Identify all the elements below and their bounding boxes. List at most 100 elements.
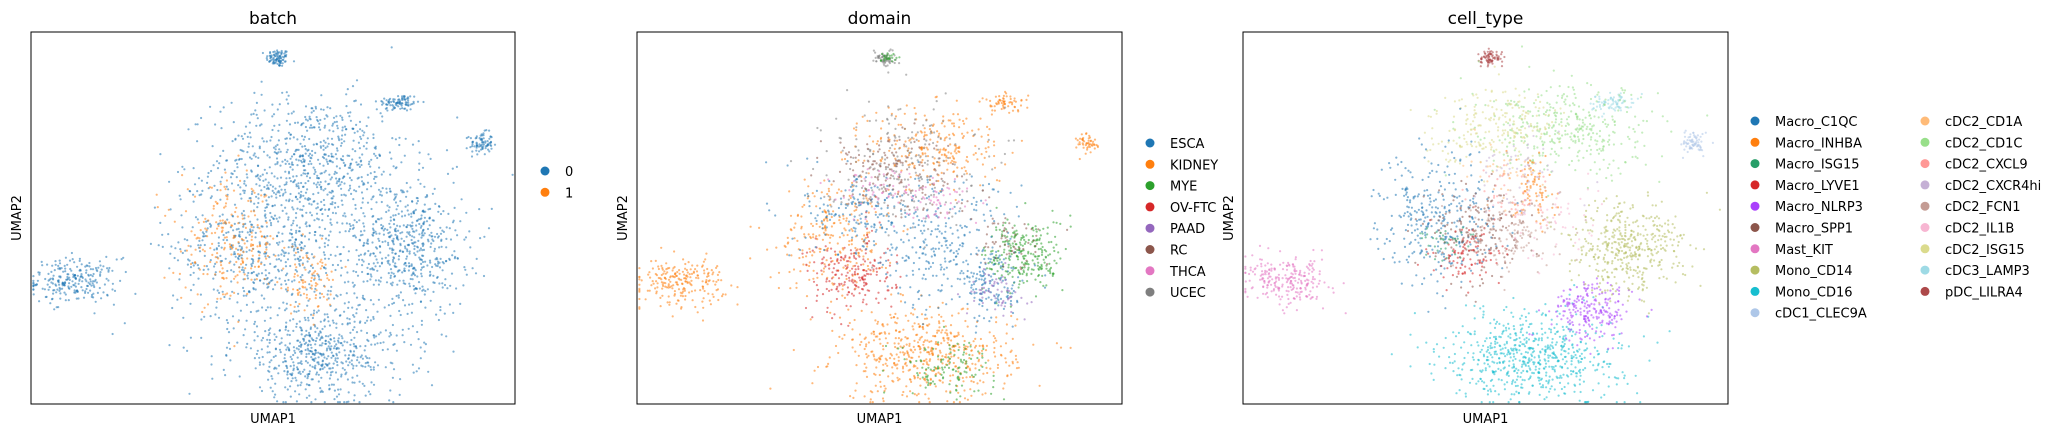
point-KIDNEY	[811, 224, 815, 228]
point-ESCA	[774, 214, 777, 217]
point-0	[328, 384, 331, 387]
point-0	[482, 137, 485, 140]
point-0	[406, 204, 409, 207]
point-KIDNEY	[789, 287, 792, 290]
point-KIDNEY	[1089, 140, 1092, 143]
point-KIDNEY	[792, 348, 795, 352]
point-0	[305, 353, 308, 356]
point-KIDNEY	[879, 137, 882, 140]
point-0	[285, 177, 288, 180]
point-ESCA	[893, 229, 896, 233]
point-0	[304, 182, 307, 185]
point-0	[464, 268, 467, 271]
point-0	[445, 226, 448, 229]
point-0	[408, 252, 411, 255]
point-0	[293, 247, 296, 250]
point-0	[316, 202, 319, 205]
point-0	[374, 154, 377, 157]
point-0	[331, 190, 334, 193]
point-KIDNEY	[919, 351, 922, 354]
point-1	[311, 263, 314, 266]
point-OV-FTC	[840, 282, 843, 285]
point-0	[248, 156, 252, 159]
point-0	[328, 160, 331, 163]
point-MYE	[883, 391, 886, 394]
point-0	[411, 143, 415, 146]
point-0	[351, 148, 354, 151]
point-0	[343, 310, 346, 313]
point-1	[314, 270, 317, 273]
point-0	[392, 214, 395, 217]
point-KIDNEY	[855, 364, 858, 367]
point-0	[483, 153, 486, 156]
point-MYE	[953, 353, 956, 356]
point-1	[202, 272, 205, 276]
point-0	[304, 169, 307, 172]
point-0	[320, 108, 323, 111]
point-KIDNEY	[979, 337, 983, 341]
point-0	[291, 243, 294, 246]
point-KIDNEY	[939, 351, 942, 354]
point-0	[374, 246, 378, 249]
point-0	[272, 146, 276, 149]
point-0	[338, 333, 341, 336]
point-0	[258, 184, 261, 187]
point-0	[274, 265, 277, 268]
point-0	[53, 289, 56, 292]
point-KIDNEY	[823, 226, 827, 229]
point-0	[360, 163, 363, 167]
point-1	[305, 254, 308, 257]
point-0	[249, 347, 252, 350]
point-0	[296, 366, 299, 369]
point-1	[251, 254, 254, 257]
point-0	[189, 302, 192, 305]
point-KIDNEY	[1082, 136, 1085, 140]
point-1	[266, 242, 269, 245]
point-0	[277, 258, 281, 261]
point-ESCA	[841, 232, 844, 235]
point-0	[441, 282, 444, 285]
point-KIDNEY	[974, 337, 977, 340]
point-0	[220, 176, 223, 179]
point-0	[294, 243, 297, 246]
point-0	[59, 292, 62, 295]
point-KIDNEY	[911, 356, 914, 359]
point-0	[333, 309, 336, 312]
point-0	[264, 178, 267, 181]
point-1	[206, 273, 209, 276]
point-KIDNEY	[908, 342, 911, 345]
point-KIDNEY	[905, 358, 908, 361]
point-KIDNEY	[845, 277, 848, 281]
point-0	[327, 340, 330, 343]
point-0	[370, 368, 373, 371]
point-KIDNEY	[902, 390, 905, 394]
point-KIDNEY	[862, 190, 866, 193]
point-KIDNEY	[651, 280, 654, 283]
point-0	[326, 293, 329, 296]
point-KIDNEY	[662, 272, 665, 275]
point-0	[421, 230, 424, 233]
point-0	[286, 377, 289, 380]
point-0	[278, 216, 281, 219]
point-KIDNEY	[684, 267, 687, 270]
point-KIDNEY	[968, 357, 971, 360]
point-OV-FTC	[843, 246, 846, 249]
point-KIDNEY	[673, 250, 676, 253]
point-0	[59, 297, 62, 300]
point-0	[417, 281, 421, 284]
point-0	[47, 272, 50, 275]
point-OV-FTC	[859, 279, 862, 282]
point-0	[283, 357, 286, 360]
point-1	[230, 224, 233, 227]
point-0	[290, 228, 293, 231]
point-0	[288, 123, 292, 126]
point-OV-FTC	[839, 259, 842, 262]
point-0	[293, 310, 296, 313]
point-MYE	[992, 386, 995, 389]
point-ESCA	[851, 236, 854, 239]
point-1	[231, 244, 235, 247]
point-0	[279, 57, 282, 60]
point-KIDNEY	[1059, 346, 1063, 349]
point-KIDNEY	[845, 219, 848, 222]
point-0	[225, 159, 229, 162]
